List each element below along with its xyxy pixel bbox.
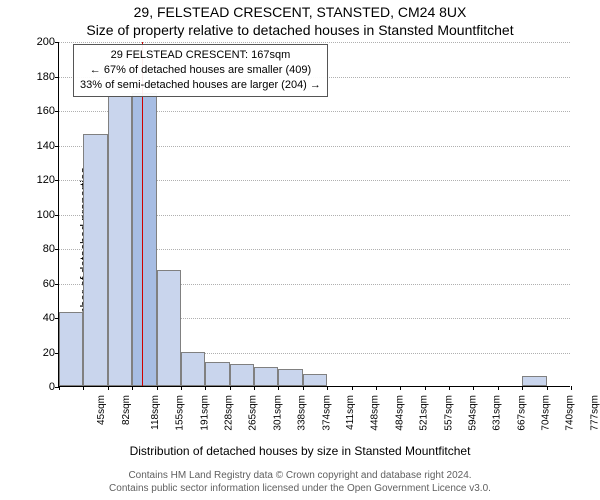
y-tick-mark <box>55 42 59 43</box>
histogram-bar <box>157 270 181 386</box>
title-line-2: Size of property relative to detached ho… <box>0 22 600 38</box>
x-tick-mark <box>449 386 450 390</box>
x-tick-mark <box>181 386 182 390</box>
x-tick-label: 557sqm <box>443 395 454 431</box>
histogram-bar <box>59 312 83 386</box>
x-tick-mark <box>425 386 426 390</box>
x-tick-label: 740sqm <box>565 395 576 431</box>
x-tick-mark <box>157 386 158 390</box>
x-tick-mark <box>132 386 133 390</box>
x-tick-label: 448sqm <box>370 395 381 431</box>
histogram-bar <box>205 362 229 386</box>
annotation-line: ← 67% of detached houses are smaller (40… <box>80 63 321 78</box>
x-tick-label: 191sqm <box>199 395 210 431</box>
x-tick-mark <box>254 386 255 390</box>
y-tick-label: 100 <box>23 209 55 221</box>
x-tick-label: 338sqm <box>297 395 308 431</box>
x-tick-label: 484sqm <box>394 395 405 431</box>
x-tick-label: 594sqm <box>467 395 478 431</box>
x-tick-label: 82sqm <box>121 395 132 425</box>
x-tick-mark <box>522 386 523 390</box>
x-tick-mark <box>205 386 206 390</box>
annotation-box: 29 FELSTEAD CRESCENT: 167sqm← 67% of det… <box>73 44 328 97</box>
x-tick-mark <box>303 386 304 390</box>
y-tick-label: 200 <box>23 36 55 48</box>
x-axis-label: Distribution of detached houses by size … <box>0 444 600 458</box>
histogram-bar <box>230 364 254 386</box>
plot-area: 29 FELSTEAD CRESCENT: 167sqm← 67% of det… <box>58 42 570 387</box>
y-tick-label: 60 <box>23 278 55 290</box>
x-tick-label: 521sqm <box>419 395 430 431</box>
footer-line-2: Contains public sector information licen… <box>0 482 600 495</box>
x-tick-label: 667sqm <box>516 395 527 431</box>
x-tick-mark <box>498 386 499 390</box>
y-tick-mark <box>55 249 59 250</box>
histogram-bar <box>132 93 156 386</box>
x-tick-label: 155sqm <box>175 395 186 431</box>
y-tick-label: 80 <box>23 243 55 255</box>
y-tick-label: 0 <box>23 381 55 393</box>
x-tick-label: 411sqm <box>345 395 356 430</box>
y-tick-mark <box>55 180 59 181</box>
y-tick-mark <box>55 146 59 147</box>
y-tick-label: 120 <box>23 174 55 186</box>
x-tick-mark <box>278 386 279 390</box>
x-tick-mark <box>327 386 328 390</box>
histogram-bar <box>303 374 327 386</box>
x-tick-mark <box>83 386 84 390</box>
x-tick-mark <box>59 386 60 390</box>
grid-line <box>59 42 570 43</box>
x-tick-mark <box>376 386 377 390</box>
histogram-bar <box>181 352 205 387</box>
title-line-1: 29, FELSTEAD CRESCENT, STANSTED, CM24 8U… <box>0 4 600 20</box>
x-tick-mark <box>400 386 401 390</box>
footer-attribution: Contains HM Land Registry data © Crown c… <box>0 469 600 495</box>
x-tick-label: 301sqm <box>272 395 283 431</box>
x-tick-label: 265sqm <box>248 395 259 431</box>
chart-container: 29, FELSTEAD CRESCENT, STANSTED, CM24 8U… <box>0 0 600 500</box>
annotation-line: 33% of semi-detached houses are larger (… <box>80 78 321 93</box>
histogram-bar <box>278 369 302 386</box>
x-tick-label: 374sqm <box>321 395 332 431</box>
annotation-line: 29 FELSTEAD CRESCENT: 167sqm <box>80 48 321 63</box>
y-tick-label: 140 <box>23 140 55 152</box>
x-tick-label: 704sqm <box>541 395 552 431</box>
x-tick-mark <box>547 386 548 390</box>
x-tick-label: 45sqm <box>96 395 107 425</box>
y-tick-mark <box>55 77 59 78</box>
y-tick-label: 180 <box>23 71 55 83</box>
x-tick-mark <box>108 386 109 390</box>
x-tick-mark <box>571 386 572 390</box>
x-tick-label: 228sqm <box>224 395 235 431</box>
x-tick-mark <box>473 386 474 390</box>
histogram-bar <box>254 367 278 386</box>
y-tick-mark <box>55 215 59 216</box>
x-tick-label: 631sqm <box>492 395 503 431</box>
y-tick-label: 40 <box>23 312 55 324</box>
footer-line-1: Contains HM Land Registry data © Crown c… <box>0 469 600 482</box>
x-tick-label: 118sqm <box>150 395 161 430</box>
x-tick-label: 777sqm <box>589 395 600 431</box>
y-tick-mark <box>55 284 59 285</box>
histogram-bar <box>108 96 132 386</box>
y-tick-label: 20 <box>23 347 55 359</box>
histogram-bar <box>83 134 107 386</box>
x-tick-mark <box>230 386 231 390</box>
y-tick-mark <box>55 111 59 112</box>
x-tick-mark <box>352 386 353 390</box>
y-tick-label: 160 <box>23 105 55 117</box>
histogram-bar <box>522 376 546 386</box>
